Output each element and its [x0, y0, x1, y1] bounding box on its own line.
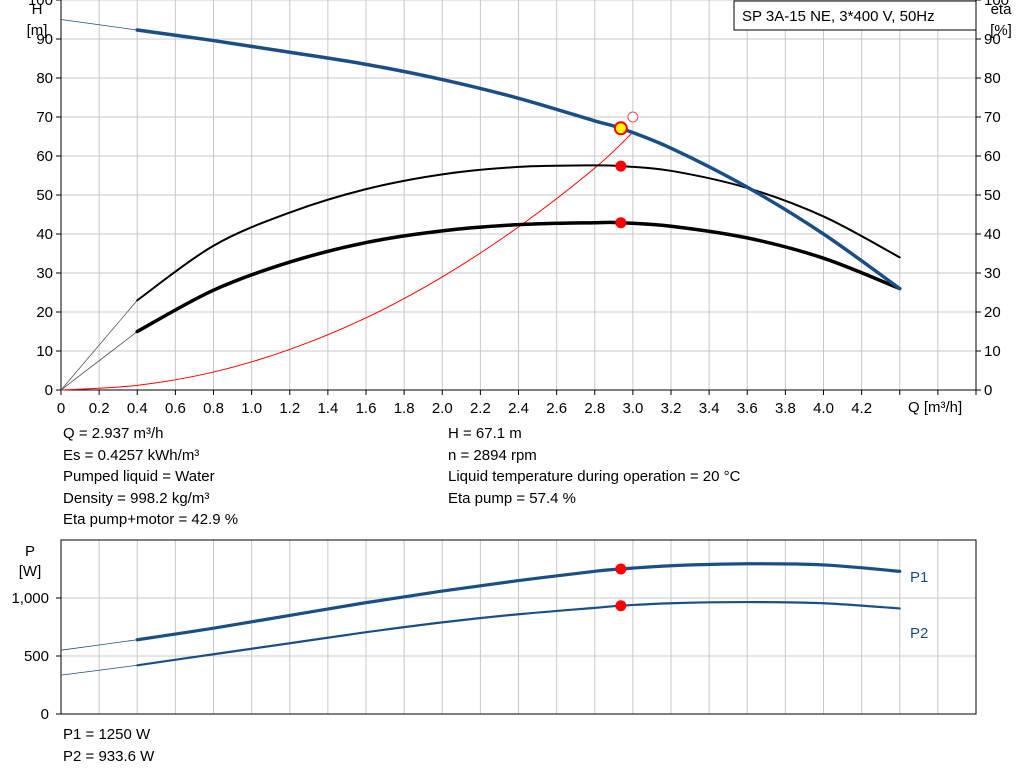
eta-pump-motor-duty-point [615, 217, 627, 229]
head-right-tick-label: 10 [984, 343, 1001, 360]
head-right-tick-label: 80 [984, 70, 1001, 87]
power-curves [60, 562, 902, 676]
result-eta-pump-motor: Eta pump+motor = 42.9 % [63, 511, 239, 528]
power-tick-label: 1,000 [11, 590, 49, 607]
system-curve [60, 131, 634, 391]
head-duty-point [613, 121, 628, 136]
x-axis-tick-label: 0.4 [127, 400, 148, 417]
x-axis-tick-label: 0.2 [89, 400, 110, 417]
x-axis-tick-label: 0.8 [203, 400, 224, 417]
x-axis-tick-label: 1.4 [317, 400, 338, 417]
x-axis-tick-label: 3.4 [699, 400, 720, 417]
x-axis-tick-label: 0.6 [165, 400, 186, 417]
results-left-column: Q = 2.937 m³/h Es = 0.4257 kWh/m³ Pumped… [63, 423, 238, 531]
result-density: Density = 998.2 kg/m³ [63, 489, 210, 507]
power-y-label-line2: [W] [19, 563, 42, 580]
x-axis-tick-label: 3.0 [622, 400, 643, 417]
result-liquid-temperature: Liquid temperature during operation = 20… [448, 468, 741, 485]
p1-curve-extrapolated [60, 639, 138, 651]
x-axis-tick-label: 3.8 [775, 400, 796, 417]
results-power: P1 = 1250 W P2 = 933.6 W [63, 724, 154, 767]
series-label-p2: P2 [910, 625, 928, 642]
head-left-tick-label: 60 [36, 148, 53, 165]
x-axis-tick-label: 4.0 [813, 400, 834, 417]
eta-pump-motor-curve-extrapolated [60, 331, 138, 391]
head-right-tick-label: 90 [984, 31, 1001, 48]
result-p2: P2 = 933.6 W [63, 747, 155, 765]
x-axis-tick-label: 3.2 [661, 400, 682, 417]
eta-pump-curve-extrapolated [60, 300, 138, 391]
x-axis-tick-label: 2.2 [470, 400, 491, 417]
y-left-label-line2: [m] [27, 22, 48, 39]
head-right-tick-label: 50 [984, 187, 1001, 204]
x-axis-tick-label: 2.6 [546, 400, 567, 417]
head-left-tick-label: 80 [36, 70, 53, 87]
reference-point-marker [627, 111, 639, 123]
result-head: H = 67.1 m [448, 425, 522, 442]
power-axis-ticks: 0 500 1,000 [11, 590, 61, 723]
results-right-column: H = 67.1 m n = 2894 rpm Liquid temperatu… [448, 423, 740, 509]
head-right-tick-label: 30 [984, 265, 1001, 282]
title-box-text: SP 3A-15 NE, 3*400 V, 50Hz [742, 8, 935, 25]
head-curve [135, 28, 902, 291]
operating-point-markers [613, 111, 639, 612]
x-axis-tick-label: 2.4 [508, 400, 529, 417]
head-left-tick-label: 100 [28, 0, 53, 9]
head-left-tick-label: 0 [45, 382, 53, 399]
x-axis-tick-label: 2.8 [584, 400, 605, 417]
head-right-tick-label: 20 [984, 304, 1001, 321]
result-flow: Q = 2.937 m³/h [63, 425, 164, 442]
x-axis-tick-label: 2.0 [432, 400, 453, 417]
x-axis-tick-label: 1.0 [241, 400, 262, 417]
head-right-tick-label: 60 [984, 148, 1001, 165]
result-specific-energy: Es = 0.4257 kWh/m³ [63, 446, 200, 464]
head-grid [60, 0, 977, 391]
eta-pump-duty-point [615, 160, 627, 172]
p2-curve-extrapolated [60, 664, 138, 676]
x-axis-tick-label: 1.6 [356, 400, 377, 417]
head-curve-extrapolated [60, 19, 138, 31]
head-left-tick-label: 20 [36, 304, 53, 321]
head-left-tick-label: 10 [36, 343, 53, 360]
eta-pump-curve [136, 164, 901, 302]
head-right-tick-label: 70 [984, 109, 1001, 126]
head-left-tick-label: 90 [36, 31, 53, 48]
result-pumped-liquid: Pumped liquid = Water [63, 468, 215, 485]
result-speed: n = 2894 rpm [448, 446, 537, 464]
title-box [733, 0, 977, 31]
result-p1: P1 = 1250 W [63, 726, 151, 743]
head-curves [60, 19, 902, 391]
x-axis-tick-label: 1.2 [279, 400, 300, 417]
power-y-label-line1: P [25, 543, 35, 560]
power-frame [60, 539, 977, 715]
x-axis-tick-label: 4.2 [851, 400, 872, 417]
y-right-label-line2: [%] [990, 22, 1012, 39]
x-axis-tick-label: 0 [57, 400, 65, 417]
head-left-tick-label: 40 [36, 226, 53, 243]
power-plot-frame [60, 539, 977, 715]
head-right-tick-label: 0 [984, 382, 992, 399]
result-eta-pump: Eta pump = 57.4 % [448, 489, 576, 507]
head-left-tick-label: 70 [36, 109, 53, 126]
x-axis-label: Q [m³/h] [908, 399, 962, 416]
power-tick-label: 500 [24, 648, 49, 665]
power-tick-label: 0 [41, 706, 49, 723]
x-axis-tick-label: 3.6 [737, 400, 758, 417]
p1-curve [135, 562, 902, 642]
series-label-p1: P1 [910, 569, 928, 586]
head-left-tick-label: 30 [36, 265, 53, 282]
head-right-tick-label: 40 [984, 226, 1001, 243]
head-right-tick-label: 100 [984, 0, 1009, 9]
p1-duty-point [615, 563, 627, 575]
y-right-label-line1: eta [991, 1, 1013, 18]
p2-curve [136, 600, 901, 667]
eta-pump-motor-curve [135, 220, 902, 334]
p2-duty-point [615, 600, 627, 612]
y-left-label-line1: H [32, 1, 43, 18]
head-left-tick-label: 50 [36, 187, 53, 204]
x-axis-tick-label: 1.8 [394, 400, 415, 417]
